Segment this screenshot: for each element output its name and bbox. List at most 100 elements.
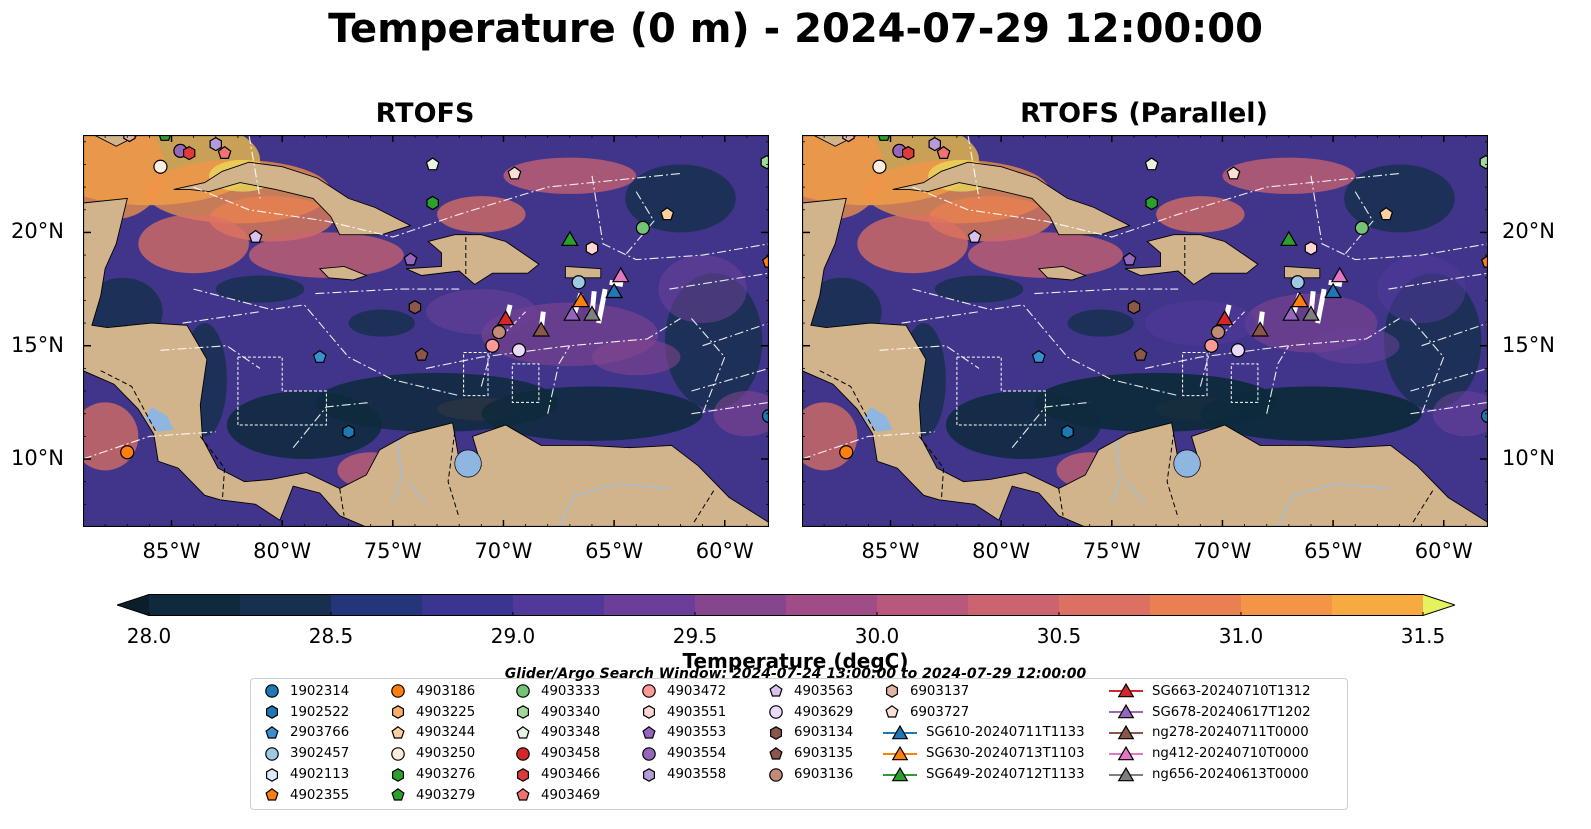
marker-4903551 [1304,241,1318,256]
pentagon-marker-icon [642,726,656,739]
marker-4903340 [1479,155,1488,170]
colorbar-segment [604,594,696,616]
legend-marker [891,724,909,740]
legend-marker [769,726,782,740]
legend-marker [265,767,278,782]
land-jamaica [318,265,368,281]
marker-6903136 [1210,325,1226,340]
marker-6903134 [408,300,422,315]
colorbar-segment [1241,594,1333,616]
legend-marker [516,705,529,720]
hexagon-marker-icon [265,767,278,782]
hexagon-marker-icon [391,767,404,782]
legend-marker [265,705,278,720]
legend-marker [1117,724,1135,740]
lon-tick-label: 70°W [1193,539,1252,563]
triangle-marker-icon [883,745,917,761]
marker-4902355 [1481,254,1488,268]
legend-item: 2903766 [263,723,349,744]
pentagon-marker-icon [265,726,279,739]
land-puerto-rico [1283,265,1321,279]
circle-marker-icon [769,767,783,782]
marker-4903279 [877,135,891,141]
legend-marker [891,766,909,781]
marker-1902314 [1480,408,1488,424]
marker-SG663-20240710T1312 [1215,309,1234,326]
legend-item: 1902522 [263,702,349,723]
legend-item-label: 4903250 [416,746,476,762]
marker-2903766 [312,349,327,363]
marker-6903134 [1127,300,1141,315]
legend-item: 4902113 [263,764,349,785]
colorbar-segment [1150,594,1242,616]
marker-6903135 [414,347,429,361]
river [392,440,403,505]
figure-title: Temperature (0 m) - 2024-07-29 12:00:00 [328,6,1263,52]
marker-ng412-20240710T0000 [611,266,630,283]
legend-item: 4903225 [389,702,475,723]
colorbar-label: Temperature (degC) [682,649,909,673]
marker-2903766 [1031,349,1046,363]
legend-item-label: SG649-20240712T1133 [926,767,1085,783]
legend-marker [265,726,279,739]
legend-item-label: 4903186 [416,683,476,699]
legend-item: 4903333 [514,681,600,702]
legend-item-label: 6903135 [794,746,854,762]
marker-6903137 [123,135,136,143]
marker-4903186 [120,445,135,460]
colorbar-tick-label: 29.5 [672,624,718,648]
marker-4903348 [425,157,440,171]
border-line [1412,490,1434,523]
legend-item-label: 4903458 [541,746,601,762]
legend-item-label: 4903276 [416,767,476,783]
pentagon-marker-icon [516,788,530,801]
legend-item: 6903137 [883,681,1085,702]
marker-4903186 [839,445,854,460]
land-jamaica [1037,265,1087,281]
legend-item-label: 4902355 [290,787,350,803]
search-window-note: Glider/Argo Search Window: 2024-07-24 13… [504,666,1087,682]
legend-item: 4902355 [263,785,349,806]
marker-1902314 [761,408,769,424]
border-line [1166,431,1179,519]
legend-marker [1117,704,1135,719]
colorbar-segment [786,594,878,616]
colorbar-tick-label: 28.0 [126,624,172,648]
hexagon-marker-icon [265,705,278,720]
legend-marker [642,767,655,782]
legend-item-label: 4903553 [667,725,727,741]
lat-tick-label-right: 15°N [1502,332,1555,357]
colorbar-tick-label: 30.0 [854,624,900,648]
colorbar-segment [695,594,787,616]
legend-item-label: 4903469 [541,787,601,803]
triangle-marker-icon [1109,724,1143,740]
lon-tick-label: 75°W [363,539,422,563]
marker-4903629 [511,343,527,358]
lake-nicaragua [864,406,893,432]
legend-marker [1117,745,1135,761]
river [1277,483,1389,527]
triangle-marker-icon [1109,745,1143,761]
legend-marker [516,684,530,699]
legend-item: 4903466 [514,764,600,785]
marker-4903563 [967,229,982,243]
legend-item-label: 4903551 [667,704,727,720]
legend-marker [885,705,899,718]
legend-column: 4903333 4903340 4903348 4903458 4903466 49034… [514,681,600,806]
marker-ng278-20240711T0000 [532,321,551,337]
land-cuba [892,161,1131,236]
legend-item: 4903250 [389,743,475,764]
legend-item-label: 6903137 [910,683,970,699]
legend-item-label: 4903348 [541,725,601,741]
legend-item: 4903186 [389,681,475,702]
marker-6903727 [1226,166,1241,180]
marker-4903553 [403,252,418,266]
legend-item: 3902457 [263,743,349,764]
circle-marker-icon [391,684,405,699]
lake-maracaibo [1173,449,1201,478]
legend-item: 6903134 [767,723,853,744]
glider-track [1315,288,1327,324]
protected-area [237,356,327,426]
marker-4903469 [936,145,951,159]
marker-4903558 [928,136,941,152]
